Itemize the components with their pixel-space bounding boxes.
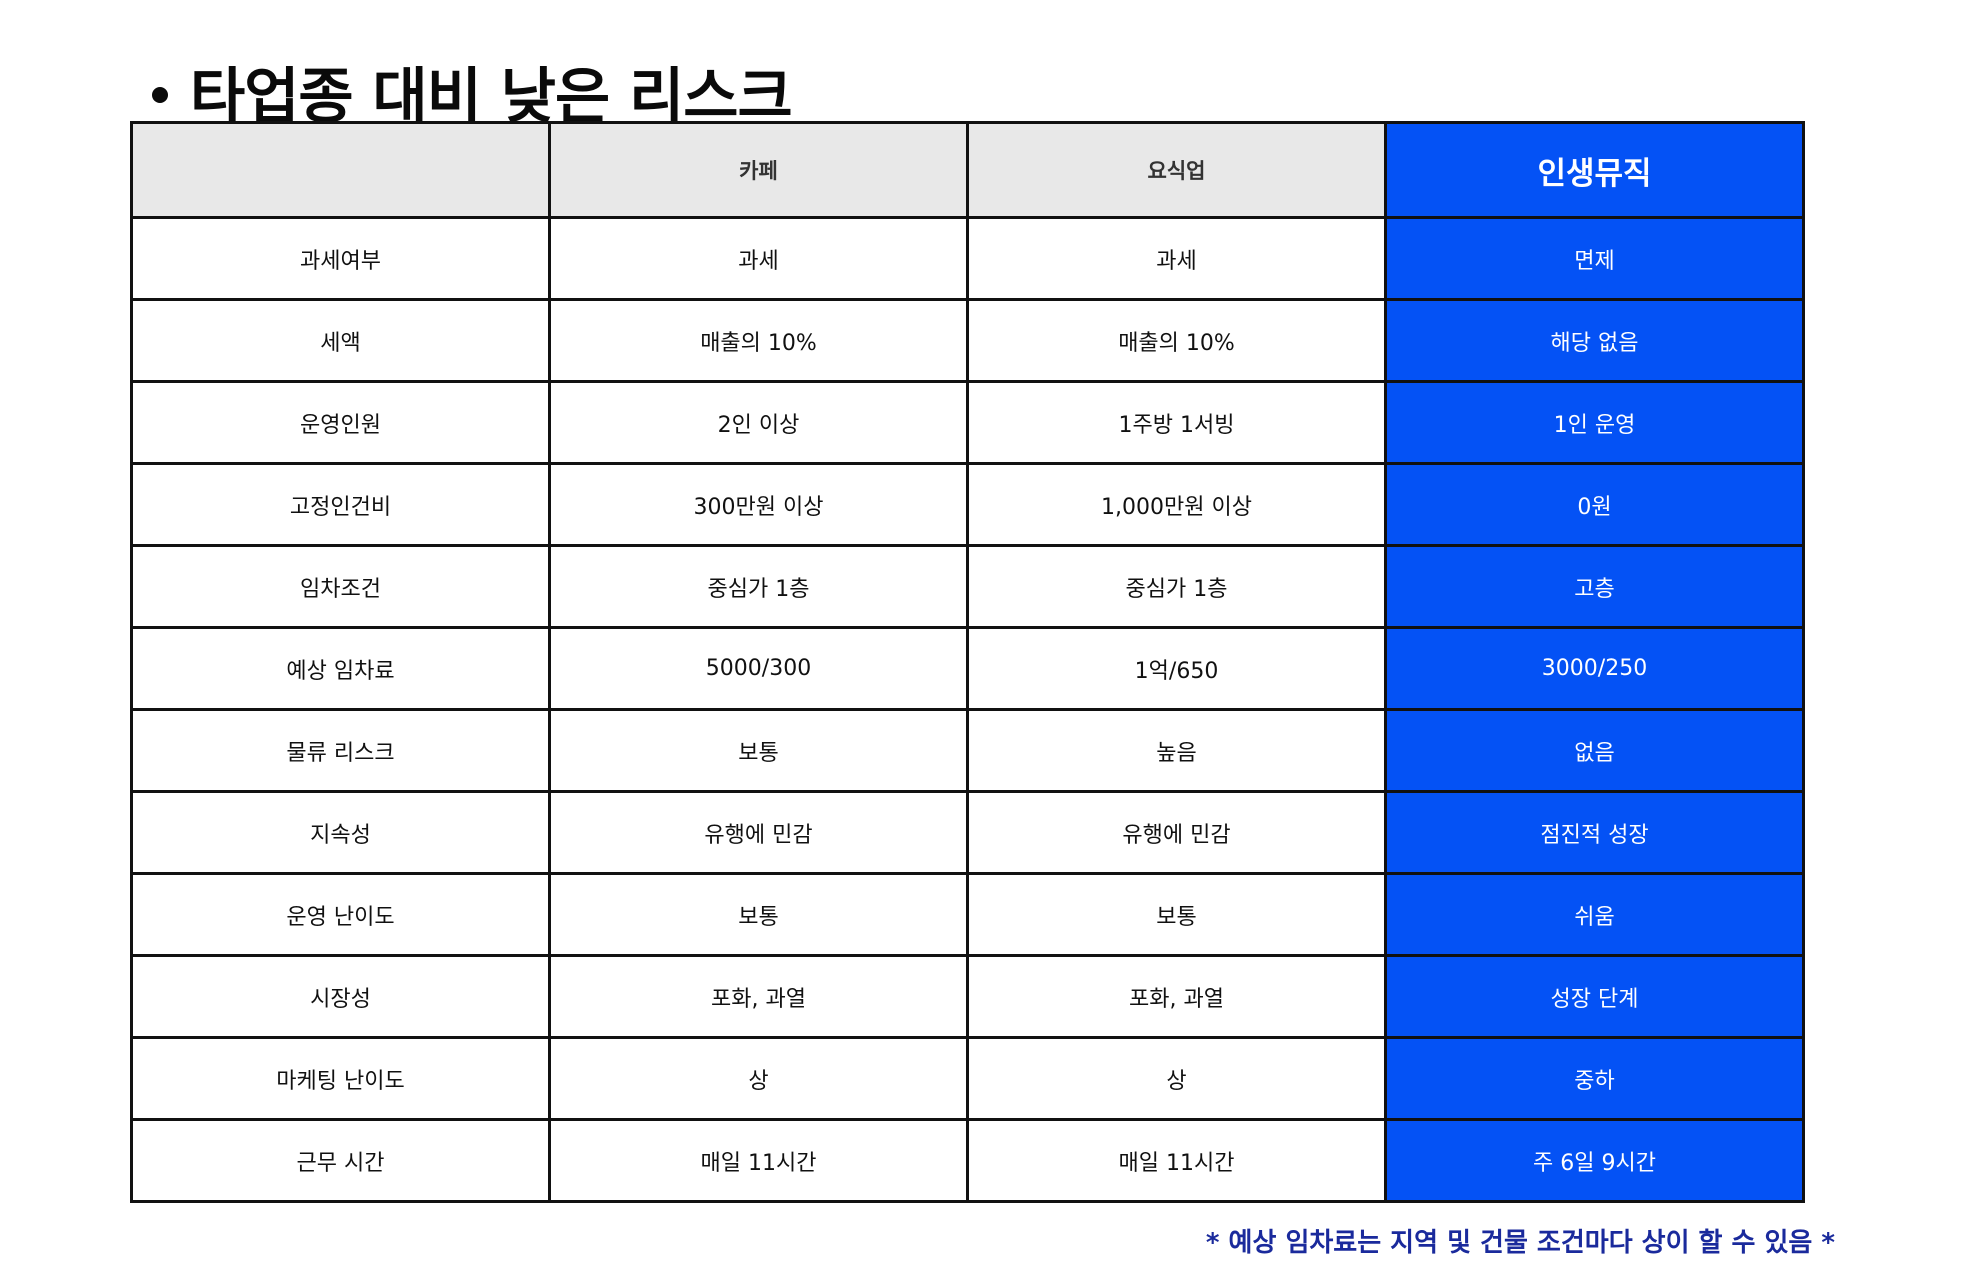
table-row: 근무 시간 매일 11시간 매일 11시간 주 6일 9시간 — [130, 1118, 1805, 1203]
row-label-cell: 고정인건비 — [130, 462, 551, 547]
restaurant-cell: 중심가 1층 — [966, 544, 1387, 629]
table-row: 지속성 유행에 민감 유행에 민감 점진적 성장 — [130, 790, 1805, 875]
highlight-cell: 없음 — [1384, 708, 1805, 793]
row-label-cell: 운영인원 — [130, 380, 551, 465]
header-cell-empty — [130, 121, 551, 219]
restaurant-cell: 과세 — [966, 216, 1387, 301]
page-title-text: 타업종 대비 낮은 리스크 — [190, 62, 793, 132]
cafe-cell: 매출의 10% — [548, 298, 969, 383]
table-row: 마케팅 난이도 상 상 중하 — [130, 1036, 1805, 1121]
row-label-cell: 임차조건 — [130, 544, 551, 629]
row-label-cell: 예상 임차료 — [130, 626, 551, 711]
cafe-cell: 중심가 1층 — [548, 544, 969, 629]
restaurant-cell: 1주방 1서빙 — [966, 380, 1387, 465]
table-row: 과세여부 과세 과세 면제 — [130, 216, 1805, 301]
table-row: 고정인건비 300만원 이상 1,000만원 이상 0원 — [130, 462, 1805, 547]
page-title: 타업종 대비 낮은 리스크 — [152, 48, 793, 135]
cafe-cell: 300만원 이상 — [548, 462, 969, 547]
cafe-cell: 유행에 민감 — [548, 790, 969, 875]
highlight-cell: 점진적 성장 — [1384, 790, 1805, 875]
row-label-cell: 지속성 — [130, 790, 551, 875]
restaurant-cell: 유행에 민감 — [966, 790, 1387, 875]
highlight-cell: 1인 운영 — [1384, 380, 1805, 465]
cafe-cell: 5000/300 — [548, 626, 969, 711]
table-row: 임차조건 중심가 1층 중심가 1층 고층 — [130, 544, 1805, 629]
row-label-cell: 과세여부 — [130, 216, 551, 301]
header-cell-cafe: 카페 — [548, 121, 969, 219]
highlight-cell: 3000/250 — [1384, 626, 1805, 711]
highlight-cell: 0원 — [1384, 462, 1805, 547]
highlight-cell: 해당 없음 — [1384, 298, 1805, 383]
table-row: 예상 임차료 5000/300 1억/650 3000/250 — [130, 626, 1805, 711]
cafe-cell: 과세 — [548, 216, 969, 301]
table-body: 과세여부 과세 과세 면제 세액 매출의 10% 매출의 10% 해당 없음 운영인원 2인 이상… — [130, 216, 1805, 1203]
restaurant-cell: 1,000만원 이상 — [966, 462, 1387, 547]
comparison-table: 카페 요식업 인생뮤직 과세여부 과세 과세 면제 세액 매출의 10% 매출의 10% 해당… — [130, 121, 1805, 1203]
table-row: 물류 리스크 보통 높음 없음 — [130, 708, 1805, 793]
bullet-icon — [152, 86, 168, 103]
table-row: 운영 난이도 보통 보통 쉬움 — [130, 872, 1805, 957]
restaurant-cell: 상 — [966, 1036, 1387, 1121]
cafe-cell: 보통 — [548, 708, 969, 793]
cafe-cell: 2인 이상 — [548, 380, 969, 465]
cafe-cell: 포화, 과열 — [548, 954, 969, 1039]
header-cell-highlight: 인생뮤직 — [1384, 121, 1805, 219]
footnote: * 예상 임차료는 지역 및 건물 조건마다 상이 할 수 있음 * — [1205, 1228, 1835, 1258]
cafe-cell: 매일 11시간 — [548, 1118, 969, 1203]
table-row: 시장성 포화, 과열 포화, 과열 성장 단계 — [130, 954, 1805, 1039]
highlight-cell: 쉬움 — [1384, 872, 1805, 957]
restaurant-cell: 매출의 10% — [966, 298, 1387, 383]
restaurant-cell: 매일 11시간 — [966, 1118, 1387, 1203]
row-label-cell: 세액 — [130, 298, 551, 383]
row-label-cell: 마케팅 난이도 — [130, 1036, 551, 1121]
cafe-cell: 상 — [548, 1036, 969, 1121]
restaurant-cell: 보통 — [966, 872, 1387, 957]
cafe-cell: 보통 — [548, 872, 969, 957]
header-cell-restaurant: 요식업 — [966, 121, 1387, 219]
highlight-cell: 성장 단계 — [1384, 954, 1805, 1039]
row-label-cell: 시장성 — [130, 954, 551, 1039]
highlight-cell: 면제 — [1384, 216, 1805, 301]
highlight-cell: 중하 — [1384, 1036, 1805, 1121]
table-row: 세액 매출의 10% 매출의 10% 해당 없음 — [130, 298, 1805, 383]
restaurant-cell: 1억/650 — [966, 626, 1387, 711]
restaurant-cell: 포화, 과열 — [966, 954, 1387, 1039]
row-label-cell: 근무 시간 — [130, 1118, 551, 1203]
table-row: 운영인원 2인 이상 1주방 1서빙 1인 운영 — [130, 380, 1805, 465]
table-header-row: 카페 요식업 인생뮤직 — [130, 121, 1805, 219]
row-label-cell: 운영 난이도 — [130, 872, 551, 957]
highlight-cell: 주 6일 9시간 — [1384, 1118, 1805, 1203]
restaurant-cell: 높음 — [966, 708, 1387, 793]
highlight-cell: 고층 — [1384, 544, 1805, 629]
row-label-cell: 물류 리스크 — [130, 708, 551, 793]
